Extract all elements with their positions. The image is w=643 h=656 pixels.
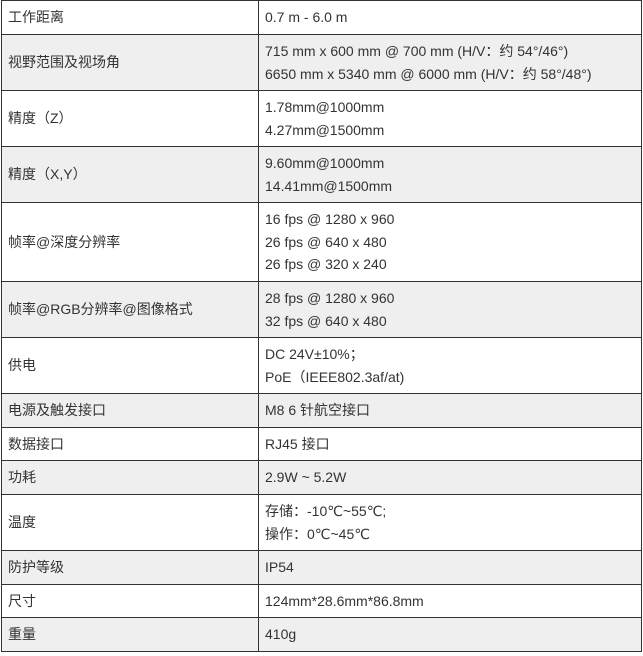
spec-value-line: 9.60mm@1000mm — [265, 155, 385, 171]
spec-value-line: 26 fps @ 320 x 240 — [265, 256, 387, 273]
table-row: 帧率@RGB分辨率@图像格式 28 fps @ 1280 x 960 32 fps … — [1, 281, 642, 338]
spec-value-line: 4.27mm@1500mm — [265, 121, 385, 138]
spec-value-line: 存储：-10℃~55℃; — [265, 503, 387, 519]
table-row: 温度 存储：-10℃~55℃; 操作：0℃~45℃ — [1, 494, 642, 551]
table-row: 供电 DC 24V±10%； PoE（IEEE802.3af/at) — [1, 337, 642, 394]
spec-label: 数据接口 — [1, 427, 259, 461]
spec-label: 电源及触发接口 — [1, 393, 259, 428]
spec-value-line: DC 24V±10%； — [265, 346, 364, 362]
table-row: 重量 410g — [1, 617, 642, 652]
spec-value: 16 fps @ 1280 x 960 26 fps @ 640 x 480 26 … — [258, 202, 642, 282]
spec-label: 重量 — [1, 617, 259, 652]
spec-value-line: PoE（IEEE802.3af/at) — [265, 368, 405, 385]
spec-value-line: 26 fps @ 640 x 480 — [265, 233, 387, 250]
spec-value-line: 6650 mm x 5340 mm @ 6000 mm (H/V：约 58°/4… — [265, 65, 592, 82]
spec-label: 供电 — [1, 337, 259, 394]
table-row: 防护等级 IP54 — [1, 550, 642, 585]
table-row: 精度（X,Y） 9.60mm@1000mm 14.41mm@1500mm — [1, 146, 642, 203]
table-row: 电源及触发接口 M8 6 针航空接口 — [1, 393, 642, 428]
spec-value: IP54 — [258, 550, 642, 585]
spec-label: 工作距离 — [1, 0, 259, 35]
spec-value: 0.7 m - 6.0 m — [258, 0, 642, 35]
table-row: 精度（Z） 1.78mm@1000mm 4.27mm@1500mm — [1, 90, 642, 147]
spec-value-line: 2.9W ~ 5.2W — [265, 469, 347, 486]
spec-value-line: 14.41mm@1500mm — [265, 177, 393, 194]
spec-label: 功耗 — [1, 460, 259, 495]
spec-label: 防护等级 — [1, 550, 259, 585]
spec-value-line: 28 fps @ 1280 x 960 — [265, 290, 395, 306]
spec-value-line: 1.78mm@1000mm — [265, 99, 385, 115]
spec-value: M8 6 针航空接口 — [258, 393, 642, 428]
spec-value: RJ45 接口 — [258, 427, 642, 461]
spec-label: 帧率@深度分辨率 — [1, 202, 259, 282]
spec-value-line: 0.7 m - 6.0 m — [265, 9, 348, 26]
spec-value: 410g — [258, 617, 642, 652]
spec-value: 715 mm x 600 mm @ 700 mm (H/V：约 54°/46°)… — [258, 34, 642, 91]
table-row: 帧率@深度分辨率 16 fps @ 1280 x 960 26 fps @ 640 … — [1, 202, 642, 282]
spec-value: 124mm*28.6mm*86.8mm — [258, 584, 642, 618]
table-row: 工作距离 0.7 m - 6.0 m — [1, 0, 642, 35]
spec-value: DC 24V±10%； PoE（IEEE802.3af/at) — [258, 337, 642, 394]
spec-value: 2.9W ~ 5.2W — [258, 460, 642, 495]
table-row: 数据接口 RJ45 接口 — [1, 427, 642, 461]
spec-value-line: 715 mm x 600 mm @ 700 mm (H/V：约 54°/46°) — [265, 43, 569, 59]
spec-value: 1.78mm@1000mm 4.27mm@1500mm — [258, 90, 642, 147]
spec-value-line: 124mm*28.6mm*86.8mm — [265, 592, 424, 609]
spec-label: 温度 — [1, 494, 259, 551]
spec-value-line: M8 6 针航空接口 — [265, 402, 371, 419]
spec-value-line: 16 fps @ 1280 x 960 — [265, 211, 395, 228]
spec-label: 帧率@RGB分辨率@图像格式 — [1, 281, 259, 338]
spec-label: 视野范围及视场角 — [1, 34, 259, 91]
spec-label: 精度（Z） — [1, 90, 259, 147]
table-row: 功耗 2.9W ~ 5.2W — [1, 460, 642, 495]
spec-value-line: 操作：0℃~45℃ — [265, 525, 370, 542]
spec-label: 精度（X,Y） — [1, 146, 259, 203]
spec-value-line: 32 fps @ 640 x 480 — [265, 312, 387, 329]
table-row: 视野范围及视场角 715 mm x 600 mm @ 700 mm (H/V：约 … — [1, 34, 642, 91]
spec-value-line: RJ45 接口 — [265, 435, 330, 452]
spec-value-line: IP54 — [265, 559, 294, 576]
spec-label: 尺寸 — [1, 584, 259, 618]
spec-value: 28 fps @ 1280 x 960 32 fps @ 640 x 480 — [258, 281, 642, 338]
table-row: 尺寸 124mm*28.6mm*86.8mm — [1, 584, 642, 618]
spec-value: 9.60mm@1000mm 14.41mm@1500mm — [258, 146, 642, 203]
spec-value-line: 410g — [265, 626, 297, 643]
spec-value: 存储：-10℃~55℃; 操作：0℃~45℃ — [258, 494, 642, 551]
